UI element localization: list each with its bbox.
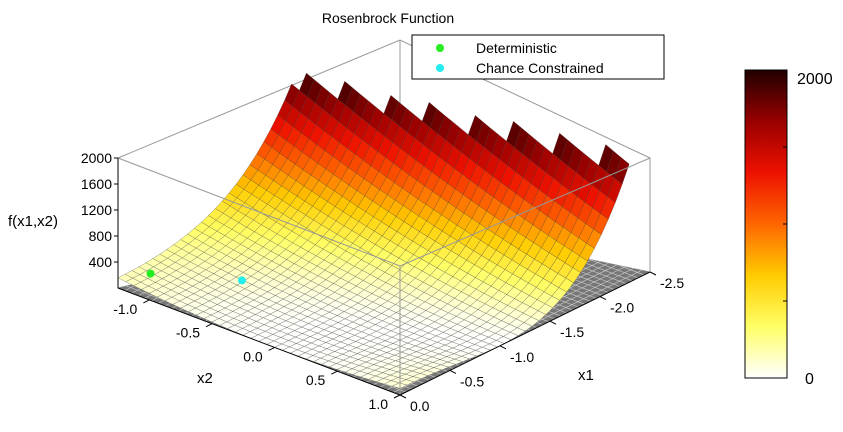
x2-tick-label: -0.5 bbox=[176, 325, 200, 341]
x2-axis-label: x2 bbox=[197, 370, 213, 387]
x2-tick-label: -1.0 bbox=[113, 301, 137, 317]
x1-tick-mark bbox=[599, 296, 607, 301]
z-tick-label: 1200 bbox=[81, 202, 112, 218]
x1-tick-label: -0.5 bbox=[460, 373, 484, 389]
colorbar: 2000 0 bbox=[744, 69, 833, 388]
z-axis: 2000 1600 1200 800 400 bbox=[81, 150, 119, 288]
x2-tick-mark bbox=[143, 299, 150, 304]
x1-tick-label: 0.0 bbox=[410, 398, 430, 414]
x2-tick-label: 0.5 bbox=[306, 372, 326, 388]
colorbar-ticks bbox=[783, 146, 787, 302]
axes-box-front bbox=[117, 157, 651, 395]
x2-tick-label: 1.0 bbox=[369, 396, 389, 412]
optimum-markers bbox=[146, 269, 246, 285]
surface-mesh bbox=[117, 72, 630, 389]
x1-tick-mark bbox=[549, 320, 557, 325]
legend: Deterministic Chance Constrained bbox=[411, 34, 665, 80]
x1-tick-mark bbox=[649, 271, 657, 276]
legend-marker-deterministic bbox=[436, 44, 444, 52]
x2-tick-mark bbox=[331, 370, 338, 375]
colorbar-max-label: 2000 bbox=[797, 71, 833, 88]
x1-axis: -2.5 -2.0 -1.5 -1.0 -0.5 0.0 bbox=[399, 271, 684, 414]
x2-tick-mark bbox=[205, 323, 213, 328]
colorbar-gradient bbox=[744, 69, 788, 379]
z-tick-label: 1600 bbox=[81, 176, 112, 192]
chart-title: Rosenbrock Function bbox=[322, 10, 454, 26]
legend-label-deterministic: Deterministic bbox=[476, 40, 557, 56]
x2-axis: -1.0 -0.5 0.0 0.5 1.0 bbox=[113, 287, 401, 412]
x1-tick-mark bbox=[499, 345, 507, 350]
z-axis-label: f(x1,x2) bbox=[8, 213, 58, 230]
z-tick-label: 800 bbox=[89, 228, 113, 244]
x2-tick-label: 0.0 bbox=[243, 348, 263, 364]
legend-marker-chance-constrained bbox=[436, 64, 444, 72]
optimum-marker bbox=[146, 269, 155, 278]
optimum-marker bbox=[237, 276, 246, 285]
x1-tick-label: -1.0 bbox=[510, 349, 534, 365]
z-tick-label: 400 bbox=[89, 254, 113, 270]
x2-tick-mark bbox=[393, 394, 401, 399]
legend-label-chance-constrained: Chance Constrained bbox=[476, 60, 604, 76]
x1-axis-label: x1 bbox=[578, 367, 594, 384]
x1-tick-label: -2.5 bbox=[660, 275, 684, 291]
x1-tick-label: -1.5 bbox=[560, 324, 584, 340]
colorbar-min-label: 0 bbox=[805, 371, 814, 388]
legend-box bbox=[411, 34, 665, 80]
x1-tick-mark bbox=[399, 394, 407, 399]
z-tick-label: 2000 bbox=[81, 150, 112, 166]
x2-tick-mark bbox=[268, 346, 275, 351]
x1-tick-label: -2.0 bbox=[610, 300, 634, 316]
x1-tick-mark bbox=[449, 369, 457, 374]
